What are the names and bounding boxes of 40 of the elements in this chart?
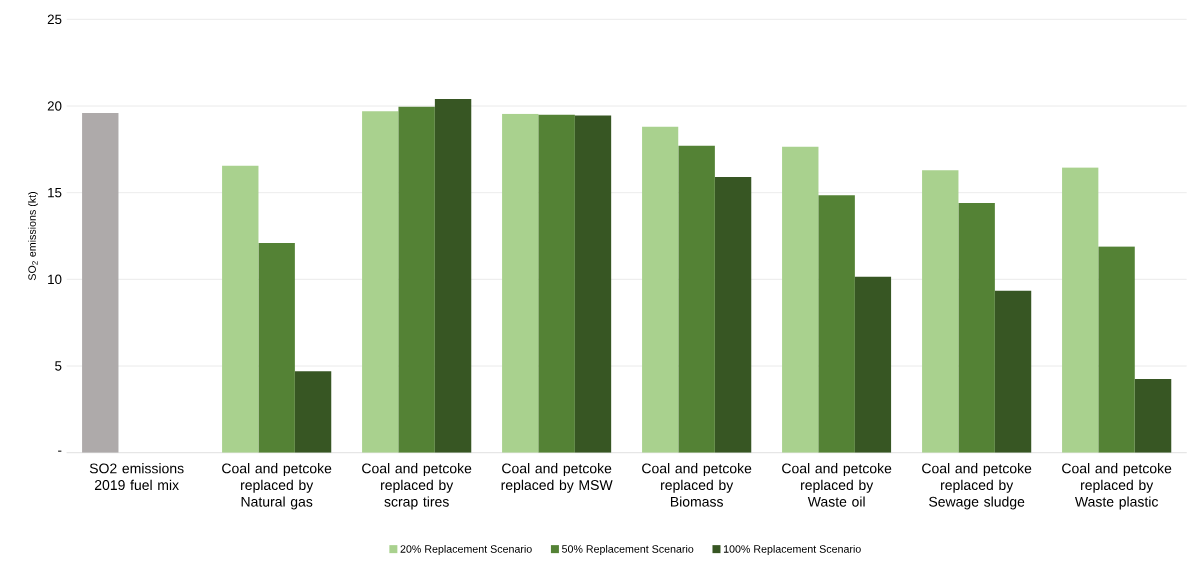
x-tick-label: Coal and petcoke replaced by Sewage sludge [922,463,1032,510]
bar [398,106,435,453]
bar [642,126,679,453]
bar [994,290,1032,453]
x-tick-label: Coal and petcoke replaced by Biomass [642,463,752,507]
y-tick-label: 25 [47,14,62,25]
bar [258,242,295,453]
bar [958,203,995,453]
x-tick-label: Coal and petcoke replaced by Waste plastic [1062,463,1172,510]
legend-label: 20% Replacement Scenario [400,544,532,555]
bar [1134,379,1172,453]
y-tick-label: 5 [55,361,62,371]
bar [922,170,959,453]
x-tick-label: Coal and petcoke replaced by Waste oil [782,463,892,507]
bar [362,111,399,453]
x-tick-label: Coal and petcoke replaced by scrap tires [362,463,472,510]
bar [502,113,539,453]
y-tick-label: 20 [47,101,62,111]
bar [854,276,892,453]
bar [1062,167,1099,453]
bar [782,146,819,453]
legend-label: 100% Replacement Scenario [723,544,861,555]
bar [574,115,612,453]
y-tick-label: - [58,450,62,452]
bar [714,177,752,453]
legend-label: 50% Replacement Scenario [562,544,694,555]
bar [222,165,259,453]
bar [82,112,119,453]
bar [294,371,332,453]
bar [678,145,715,453]
bar [818,195,855,453]
bar [538,114,575,453]
x-tick-label: Coal and petcoke replaced by MSW [501,463,613,493]
y-tick-label: 15 [48,188,62,198]
x-tick-label: SO2 emissions 2019 fuel mix [89,463,184,491]
y-tick-label: 10 [48,274,62,285]
y-axis-title: SO$_{2}$ emissions (kt) [28,192,38,281]
x-tick-label: Coal and petcoke replaced by Natural gas [222,463,332,510]
bar [434,99,472,453]
bar [1098,246,1135,453]
